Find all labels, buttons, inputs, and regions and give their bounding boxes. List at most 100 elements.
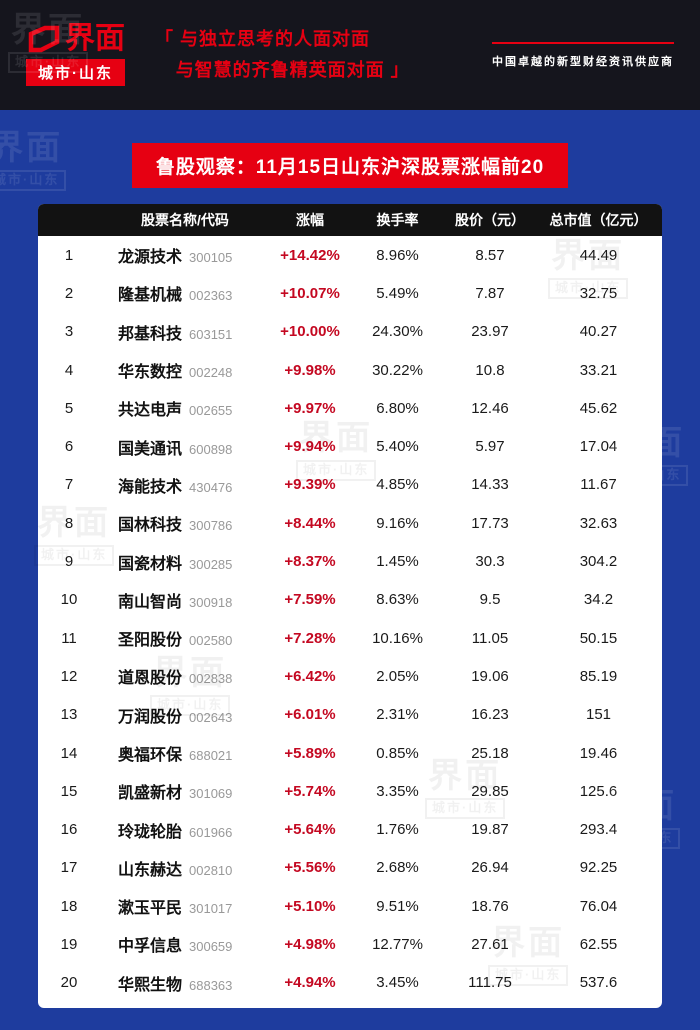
stock-code: 601966 (189, 824, 233, 840)
turnover-cell: 3.35% (376, 782, 419, 800)
rank-cell: 3 (64, 323, 74, 341)
market-cap-cell: 45.62 (579, 399, 618, 417)
table-row: 19 中孚信息 300659 +4.98% 12.77% 27.61 62.55 (38, 925, 662, 963)
name-code-cell: 中孚信息 300659 (100, 932, 270, 956)
stock-name: 隆基机械 (118, 287, 183, 305)
stock-name: 凯盛新材 (118, 785, 183, 803)
price-cell: 14.33 (471, 476, 509, 494)
header-price: 股价（元） (455, 212, 525, 228)
table-row: 15 凯盛新材 301069 +5.74% 3.35% 29.85 125.6 (38, 772, 662, 810)
price-cell: 19.06 (471, 667, 509, 685)
stock-name: 邦基科技 (118, 325, 183, 343)
rank-cell: 6 (64, 438, 74, 456)
turnover-cell: 2.31% (376, 706, 419, 724)
stock-code: 301017 (189, 901, 233, 917)
change-cell: +9.97% (284, 399, 336, 417)
logo-subtitle: 城市·山东 (26, 59, 125, 86)
turnover-cell: 0.85% (376, 744, 419, 762)
table-row: 18 漱玉平民 301017 +5.10% 9.51% 18.76 76.04 (38, 887, 662, 925)
price-cell: 12.46 (471, 399, 509, 417)
change-cell: +6.42% (284, 667, 336, 685)
turnover-cell: 9.51% (376, 897, 419, 915)
change-cell: +9.94% (284, 438, 336, 456)
change-cell: +5.56% (284, 859, 336, 877)
stock-name: 海能技术 (118, 478, 183, 496)
change-cell: +8.44% (284, 514, 336, 532)
name-code-cell: 共达电声 002655 (100, 396, 270, 420)
price-cell: 29.85 (471, 782, 509, 800)
stock-name: 奥福环保 (118, 747, 183, 764)
price-cell: 25.18 (471, 744, 509, 762)
rank-cell: 5 (64, 399, 74, 417)
stock-code: 300659 (189, 939, 233, 955)
table-header-row: 股票名称/代码 涨幅 换手率 股价（元） 总市值（亿元） (38, 204, 662, 236)
turnover-cell: 9.16% (376, 514, 419, 532)
stock-code: 002248 (189, 365, 233, 381)
market-cap-cell: 151 (585, 706, 612, 724)
price-cell: 16.23 (471, 706, 509, 724)
turnover-cell: 6.80% (376, 399, 419, 417)
market-cap-cell: 44.49 (579, 246, 618, 264)
price-cell: 9.5 (479, 591, 501, 609)
price-cell: 111.75 (468, 974, 512, 992)
turnover-cell: 4.85% (376, 476, 419, 494)
price-cell: 10.8 (475, 361, 505, 379)
name-code-cell: 海能技术 430476 (100, 473, 270, 497)
jiemian-logo-icon (26, 25, 60, 53)
stock-name: 华熙生物 (118, 976, 183, 994)
turnover-cell: 8.63% (376, 591, 419, 609)
price-cell: 7.87 (475, 284, 505, 302)
stock-code: 301069 (189, 786, 233, 802)
change-cell: +8.37% (284, 553, 336, 571)
rank-cell: 16 (60, 821, 78, 839)
market-cap-cell: 17.04 (579, 438, 618, 456)
rank-cell: 15 (60, 782, 78, 800)
turnover-cell: 10.16% (372, 629, 423, 647)
rank-cell: 4 (64, 361, 74, 379)
stock-name: 山东赫达 (118, 861, 183, 879)
stock-name: 玲珑轮胎 (118, 823, 183, 841)
price-cell: 5.97 (475, 438, 505, 456)
price-cell: 23.97 (471, 323, 509, 341)
table-row: 1 龙源技术 300105 +14.42% 8.96% 8.57 44.49 (38, 236, 662, 274)
price-cell: 30.3 (475, 553, 505, 571)
header-change: 涨幅 (296, 212, 324, 228)
rank-cell: 7 (64, 476, 74, 494)
change-cell: +4.98% (284, 935, 336, 953)
price-cell: 11.05 (471, 629, 509, 647)
stock-code: 300105 (189, 250, 233, 266)
market-cap-cell: 304.2 (579, 553, 618, 571)
price-cell: 26.94 (471, 859, 509, 877)
turnover-cell: 8.96% (376, 246, 419, 264)
change-cell: +4.94% (284, 974, 336, 992)
rank-cell: 14 (60, 744, 78, 762)
change-cell: +7.59% (284, 591, 336, 609)
rank-cell: 1 (64, 246, 74, 264)
rank-cell: 10 (60, 591, 78, 609)
change-cell: +10.07% (280, 284, 340, 302)
stock-name: 万润股份 (118, 708, 183, 726)
stock-code: 300918 (189, 594, 233, 610)
market-cap-cell: 33.21 (579, 361, 618, 379)
market-cap-cell: 537.6 (579, 974, 618, 992)
jiemian-logo: 界面 城市·山东 (26, 24, 125, 86)
table-row: 9 国瓷材料 300285 +8.37% 1.45% 30.3 304.2 (38, 542, 662, 580)
turnover-cell: 1.76% (376, 821, 419, 839)
name-code-cell: 隆基机械 002363 (100, 281, 270, 305)
stock-name: 漱玉平民 (118, 900, 183, 918)
stock-code: 688021 (189, 748, 233, 763)
name-code-cell: 南山智尚 300918 (100, 588, 270, 612)
stock-code: 603151 (189, 326, 233, 342)
header-market-cap: 总市值（亿元） (549, 212, 648, 228)
rank-cell: 9 (64, 553, 74, 571)
logo-text: 界面 (65, 22, 125, 55)
market-cap-cell: 62.55 (579, 935, 618, 953)
market-cap-cell: 125.6 (579, 782, 618, 800)
change-cell: +5.74% (284, 782, 336, 800)
stock-code: 300285 (189, 556, 233, 572)
market-cap-cell: 40.27 (579, 323, 618, 341)
title-banner: 鲁股观察：11月15日山东沪深股票涨幅前20 (131, 143, 569, 188)
stock-code: 002580 (189, 633, 233, 649)
table-row: 10 南山智尚 300918 +7.59% 8.63% 9.5 34.2 (38, 581, 662, 619)
name-code-cell: 华东数控 002248 (100, 358, 270, 382)
